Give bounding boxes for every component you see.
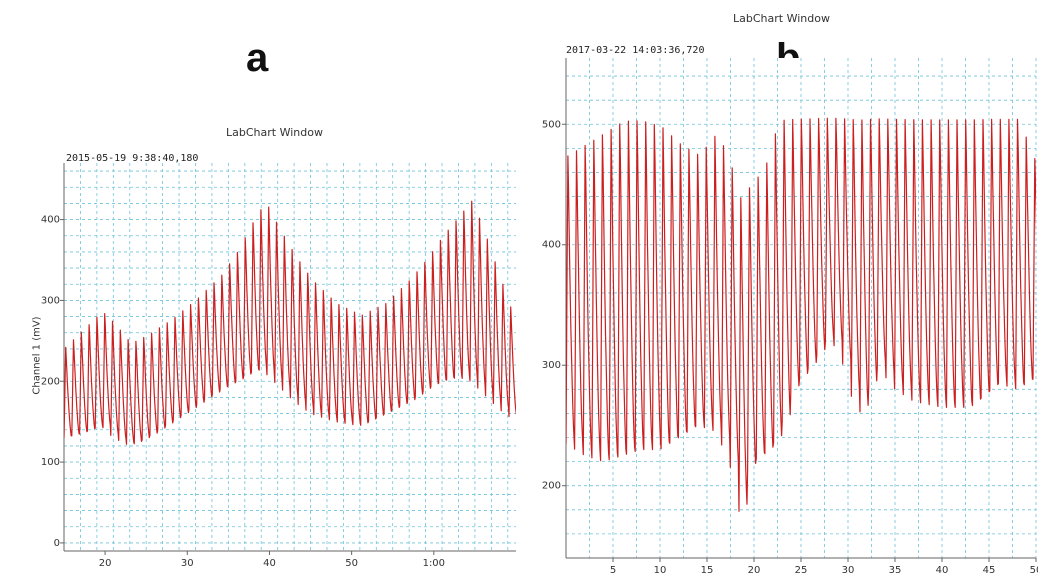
panel-a-timestamp: 2015-05-19 9:38:40,180	[66, 153, 199, 164]
x-tick-label: 15	[701, 565, 714, 576]
x-tick-label: 30	[842, 565, 855, 576]
x-tick-label: 40	[263, 558, 276, 569]
y-tick-label: 200	[542, 481, 561, 492]
panel-b-timestamp: 2017-03-22 14:03:36,720	[566, 45, 705, 56]
y-tick-label: 500	[542, 119, 561, 130]
x-tick-label: 1:00	[423, 558, 445, 569]
x-tick-label: 10	[654, 565, 667, 576]
y-tick-label: 0	[54, 538, 60, 549]
x-tick-label: 20	[99, 558, 112, 569]
x-tick-label: 35	[889, 565, 902, 576]
panel-a-window-title: LabChart Window	[226, 126, 323, 139]
x-tick-label: 5	[610, 565, 616, 576]
panel-b-window-title: LabChart Window	[733, 12, 830, 25]
x-tick-label: 20	[748, 565, 761, 576]
grid	[565, 58, 1037, 559]
y-tick-label: 100	[41, 457, 60, 468]
y-tick-label: 300	[41, 295, 60, 306]
x-tick-label: 25	[795, 565, 808, 576]
y-tick-label: 300	[542, 360, 561, 371]
y-tick-label: 400	[542, 240, 561, 251]
panel-a-letter: a	[246, 36, 269, 80]
y-tick-label: 200	[41, 376, 60, 387]
series-line	[64, 200, 516, 445]
x-tick-label: 40	[936, 565, 949, 576]
series-line	[566, 117, 1036, 512]
x-tick-label: 30	[181, 558, 194, 569]
plot-area	[64, 163, 516, 551]
y-tick-label: 400	[41, 215, 60, 226]
x-tick-label: 45	[983, 565, 996, 576]
x-tick-label: 50	[1030, 565, 1038, 576]
chart-a: 20 30 40 50 1:00 0 100 200 300 400	[41, 163, 516, 569]
x-tick-label: 50	[345, 558, 358, 569]
chart-b: 5 10 15 20 25 30 35 40 45 50 200 300 400 500	[542, 58, 1038, 576]
